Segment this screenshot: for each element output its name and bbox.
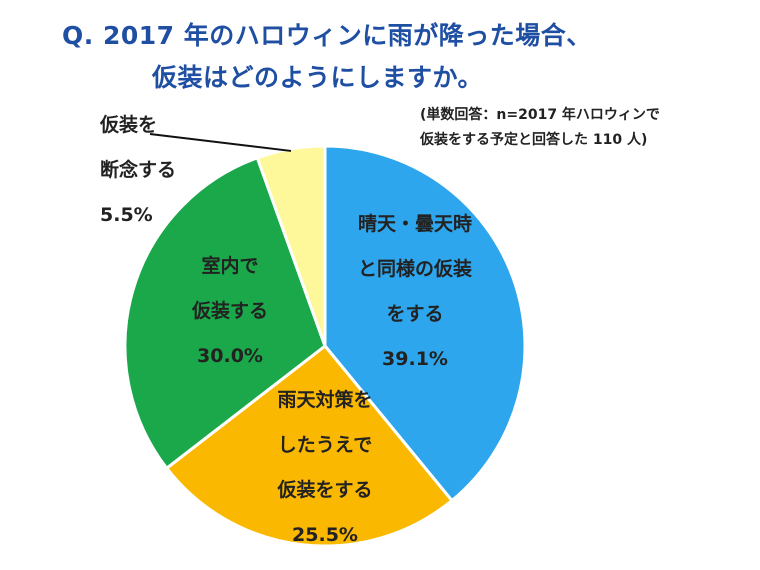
slice-category-label-2: 雨天対策を xyxy=(277,388,372,411)
chart-title-line-1: Q. 2017 年のハロウィンに雨が降った場合、 xyxy=(62,21,592,50)
slice-category-label-1: 晴天・曇天時 xyxy=(358,212,472,235)
slice-category-label-1: をする xyxy=(386,303,443,325)
sample-note-line-2: 仮装をする予定と回答した 110 人) xyxy=(420,132,648,148)
slice-category-label-3: 室内で xyxy=(201,254,258,277)
slice-value-label-3: 30.0% xyxy=(197,345,263,367)
pie-slice-3 xyxy=(123,155,327,471)
slice-category-label-3: 仮装する xyxy=(191,299,268,322)
chart-title-line-2: 仮装はどのようにしますか。 xyxy=(152,63,484,92)
sample-note-line-1: (単数回答：n=2017 年ハロウィンで xyxy=(420,107,660,123)
slice-category-label-4: 仮装を xyxy=(99,113,157,136)
pie-slice-2 xyxy=(164,343,455,548)
slice-category-label-4: 断念する xyxy=(100,158,176,181)
slice-category-label-2: 仮装をする xyxy=(276,478,372,501)
leader-line xyxy=(149,133,292,152)
slice-category-label-1: と同様の仮装 xyxy=(358,257,472,280)
pie-slice-4 xyxy=(255,144,327,347)
slice-category-label-2: したうえで xyxy=(278,434,372,456)
slice-value-label-1: 39.1% xyxy=(382,348,448,370)
pie-slice-1 xyxy=(323,144,527,503)
slice-value-label-4: 5.5% xyxy=(100,204,153,226)
slice-value-label-2: 25.5% xyxy=(292,524,358,546)
